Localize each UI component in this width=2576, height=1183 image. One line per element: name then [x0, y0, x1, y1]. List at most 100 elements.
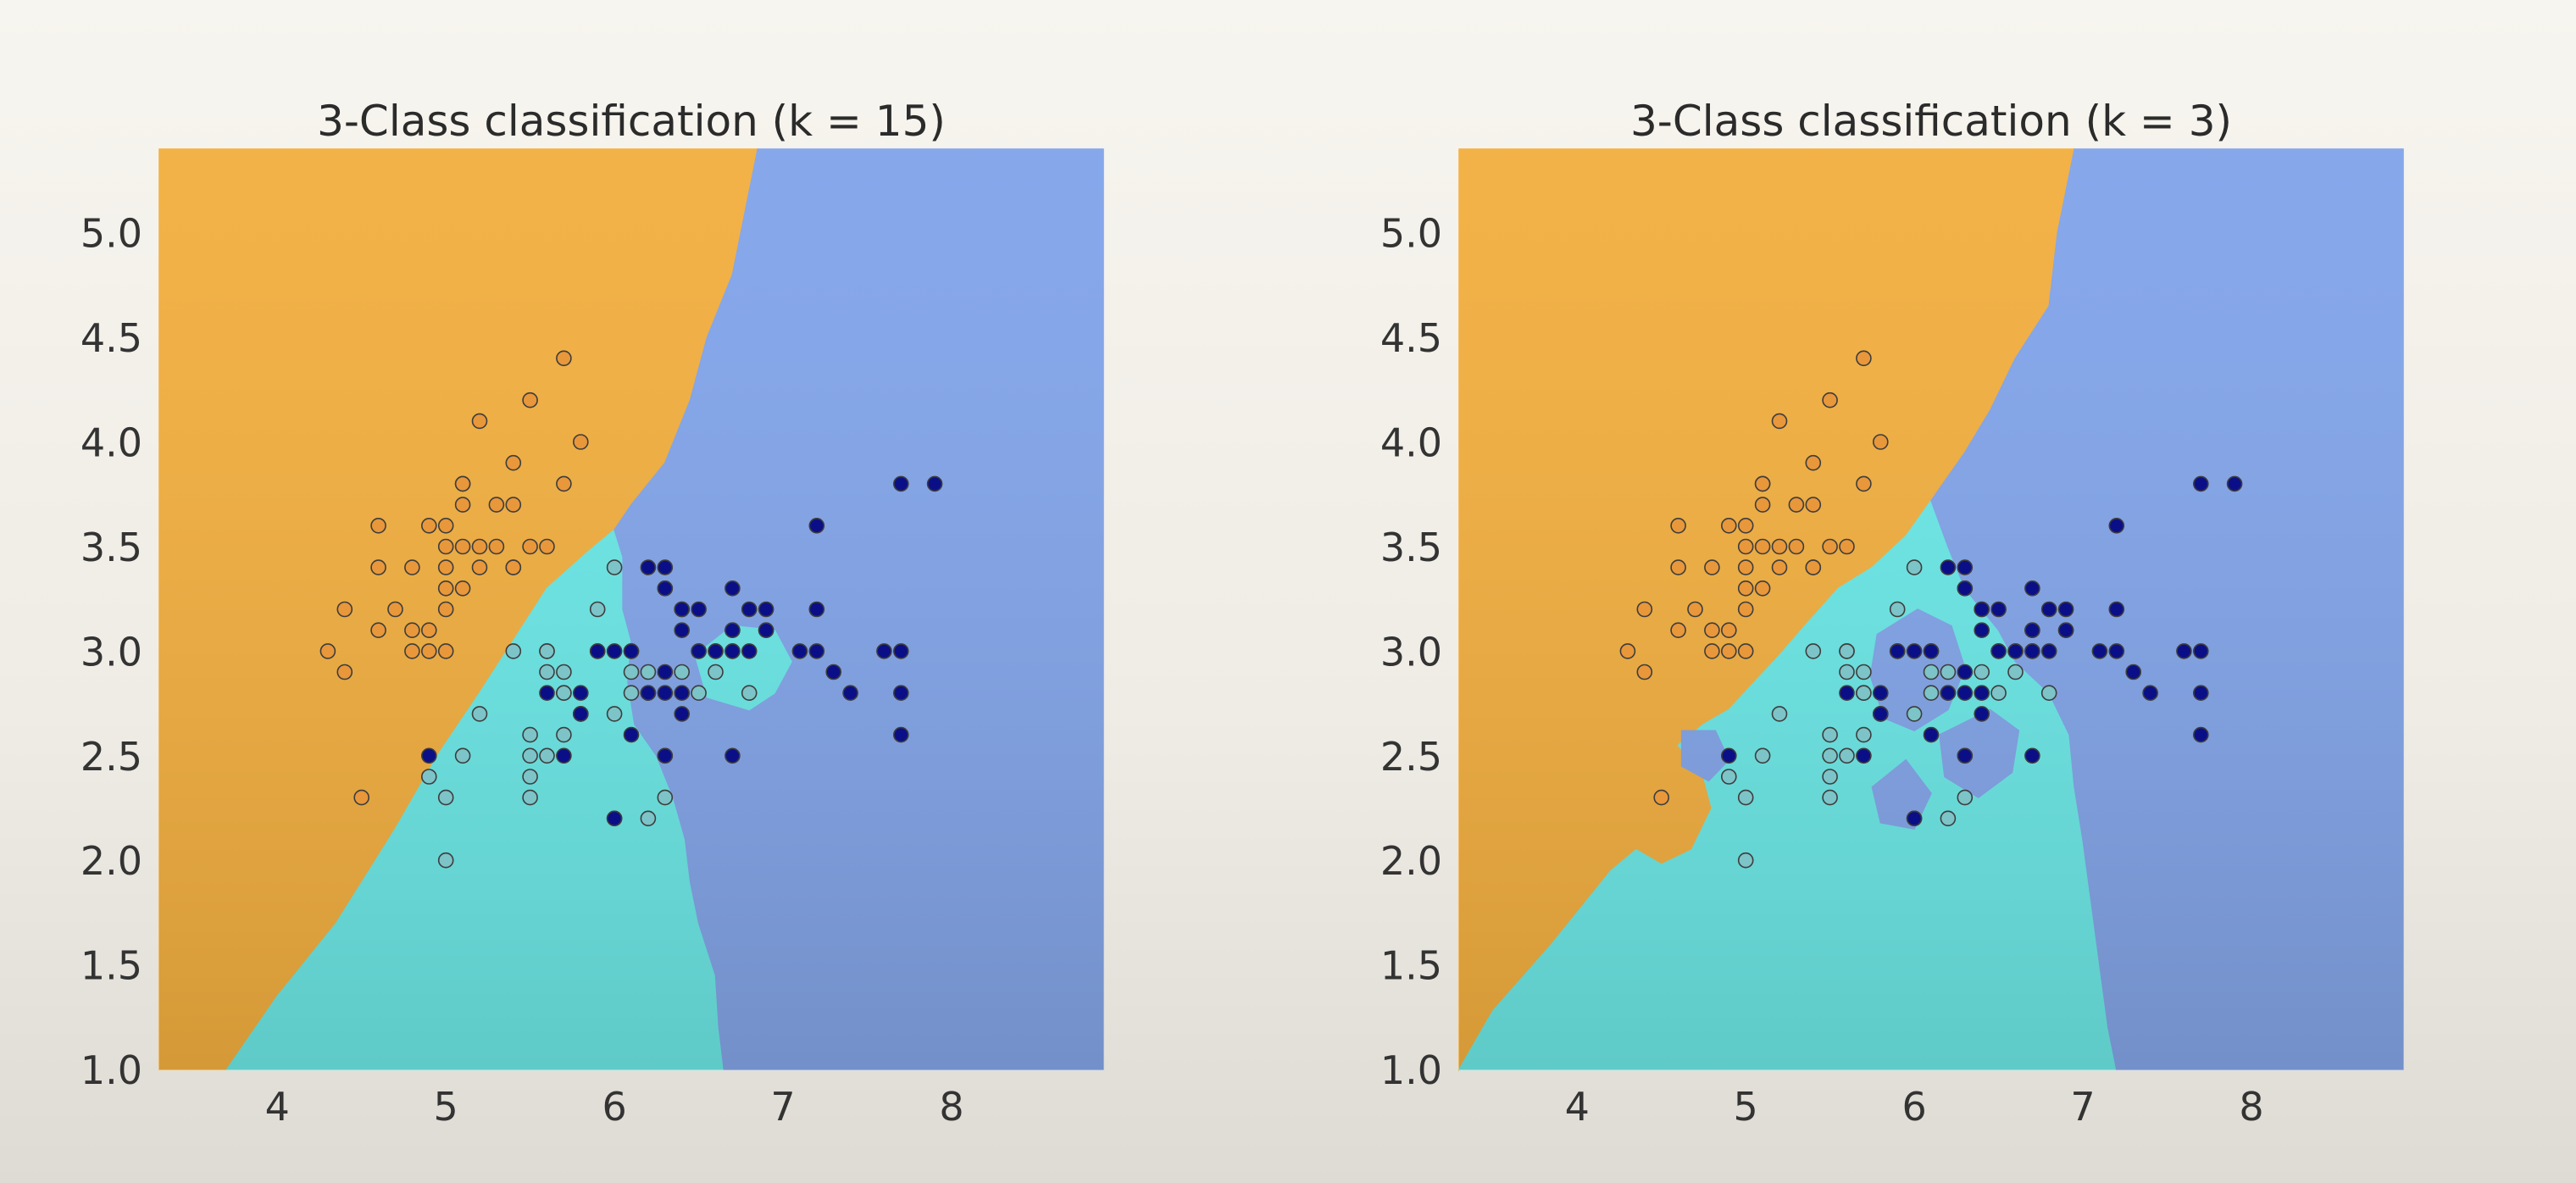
- data-point-virginica: [2057, 622, 2074, 639]
- data-point-virginica: [1957, 580, 1974, 597]
- data-point-virginica: [808, 643, 825, 659]
- data-point-versicolor: [1856, 664, 1872, 680]
- x-axis-ticks: 4 5 6 7 8: [265, 1084, 964, 1130]
- data-point-setosa: [1856, 475, 1872, 492]
- y-tick-label: 5.0: [80, 211, 142, 257]
- data-point-versicolor: [1822, 726, 1838, 743]
- data-point-virginica: [1872, 706, 1889, 722]
- data-point-versicolor: [1839, 643, 1855, 659]
- data-point-virginica: [724, 747, 741, 764]
- data-point-virginica: [2091, 643, 2108, 659]
- data-point-setosa: [1737, 538, 1754, 555]
- data-point-virginica: [1940, 685, 1957, 702]
- data-point-setosa: [1872, 434, 1889, 450]
- data-point-virginica: [657, 580, 674, 597]
- data-point-virginica: [623, 726, 640, 743]
- data-point-setosa: [437, 517, 454, 534]
- data-point-setosa: [1822, 392, 1838, 408]
- data-point-virginica: [1906, 810, 1923, 827]
- region-shading: [159, 149, 1103, 1069]
- scatter-points: [319, 350, 943, 869]
- data-point-virginica: [674, 685, 691, 702]
- x-tick-label: 6: [602, 1084, 626, 1130]
- data-point-virginica: [1990, 643, 2007, 659]
- data-point-setosa: [1771, 413, 1788, 430]
- data-point-virginica: [657, 664, 674, 680]
- data-point-virginica: [657, 685, 674, 702]
- data-point-setosa: [319, 643, 336, 659]
- data-point-setosa: [1822, 538, 1838, 555]
- data-point-setosa: [488, 538, 505, 555]
- data-point-setosa: [1636, 664, 1653, 680]
- data-point-setosa: [471, 559, 488, 575]
- data-point-setosa: [1788, 538, 1805, 555]
- data-point-virginica: [808, 517, 825, 534]
- data-point-versicolor: [2007, 664, 2024, 680]
- data-point-setosa: [1805, 559, 1822, 575]
- data-point-setosa: [1636, 601, 1653, 618]
- data-point-virginica: [2024, 643, 2040, 659]
- data-point-versicolor: [539, 664, 555, 680]
- y-tick-label: 3.5: [80, 525, 142, 570]
- data-point-setosa: [1737, 601, 1754, 618]
- data-point-setosa: [1619, 643, 1636, 659]
- data-point-virginica: [808, 601, 825, 618]
- data-point-setosa: [539, 538, 555, 555]
- y-axis-ticks: 1.0 1.5 2.0 2.5 3.0 3.5 4.0 4.5 5.0: [1380, 211, 1442, 1093]
- data-point-versicolor: [640, 664, 657, 680]
- y-tick-label: 2.0: [1380, 838, 1442, 884]
- data-point-versicolor: [674, 664, 691, 680]
- data-point-versicolor: [606, 559, 623, 575]
- data-point-virginica: [2192, 475, 2209, 492]
- data-point-setosa: [404, 559, 420, 575]
- data-point-virginica: [1974, 706, 1990, 722]
- data-point-versicolor: [1940, 810, 1957, 827]
- data-point-setosa: [572, 434, 589, 450]
- data-point-versicolor: [1737, 852, 1754, 869]
- data-point-virginica: [892, 643, 909, 659]
- data-point-virginica: [1974, 601, 1990, 618]
- x-tick-label: 5: [1734, 1084, 1758, 1130]
- data-point-versicolor: [539, 747, 555, 764]
- data-point-versicolor: [657, 789, 674, 806]
- data-point-setosa: [505, 559, 522, 575]
- x-tick-label: 7: [2070, 1084, 2095, 1130]
- data-point-setosa: [1805, 497, 1822, 513]
- data-point-virginica: [842, 685, 858, 702]
- data-point-versicolor: [1737, 789, 1754, 806]
- data-point-virginica: [1856, 747, 1872, 764]
- data-point-versicolor: [1957, 789, 1974, 806]
- data-point-setosa: [404, 643, 420, 659]
- scatter-points: [1619, 350, 2243, 869]
- data-point-virginica: [1923, 643, 1940, 659]
- data-point-versicolor: [1974, 664, 1990, 680]
- data-point-virginica: [1923, 726, 1940, 743]
- y-tick-label: 1.5: [80, 943, 142, 989]
- data-point-setosa: [1771, 559, 1788, 575]
- data-point-versicolor: [522, 726, 538, 743]
- data-point-setosa: [1737, 559, 1754, 575]
- data-point-versicolor: [691, 685, 707, 702]
- data-point-setosa: [370, 517, 386, 534]
- data-point-setosa: [1754, 580, 1771, 597]
- data-point-virginica: [691, 601, 707, 618]
- data-point-setosa: [1670, 517, 1686, 534]
- data-point-setosa: [1670, 622, 1686, 639]
- data-point-setosa: [1771, 538, 1788, 555]
- data-point-virginica: [892, 685, 909, 702]
- data-point-virginica: [2125, 664, 2142, 680]
- data-point-virginica: [2108, 643, 2125, 659]
- data-point-virginica: [2108, 601, 2125, 618]
- data-point-virginica: [674, 622, 691, 639]
- data-point-setosa: [437, 538, 454, 555]
- y-tick-label: 3.0: [1380, 629, 1442, 675]
- data-point-virginica: [1974, 685, 1990, 702]
- data-point-versicolor: [623, 685, 640, 702]
- data-point-setosa: [336, 664, 353, 680]
- data-point-versicolor: [606, 706, 623, 722]
- data-point-versicolor: [741, 685, 758, 702]
- y-tick-label: 3.0: [80, 629, 142, 675]
- data-point-setosa: [1754, 475, 1771, 492]
- data-point-virginica: [556, 747, 572, 764]
- data-point-virginica: [589, 643, 606, 659]
